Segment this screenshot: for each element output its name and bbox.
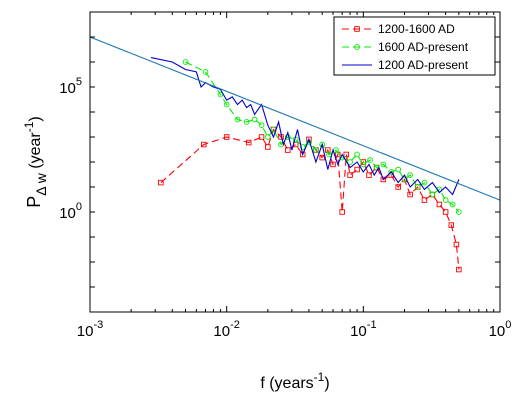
- legend-swatch-marker: [354, 26, 360, 32]
- data-point: [360, 161, 367, 168]
- data-point: [407, 172, 413, 178]
- y-axis-title-mid: (year: [27, 132, 44, 174]
- data-point: [407, 191, 413, 198]
- series-2: [150, 57, 460, 196]
- legend-label: 1200 AD-present: [378, 58, 469, 72]
- data-point: [201, 141, 207, 148]
- data-point: [223, 101, 230, 108]
- y-axis-title-end: ): [27, 116, 44, 121]
- legend-item: 1200 AD-present: [342, 58, 469, 72]
- y-tick-label-base: 10: [59, 205, 76, 222]
- data-point: [158, 179, 164, 186]
- data-point: [313, 147, 319, 153]
- data-point: [421, 197, 428, 203]
- x-tick-label-base: 10: [213, 323, 230, 340]
- y-axis-title: PΔ w (year-1): [22, 116, 49, 208]
- y-axis-title-sup: -1: [22, 121, 36, 132]
- data-point: [330, 161, 336, 168]
- data-point: [285, 147, 291, 153]
- x-tick-label-base: 10: [350, 323, 367, 340]
- data-point: [343, 151, 350, 158]
- data-point: [360, 159, 367, 165]
- x-tick-label-exp: -2: [230, 319, 240, 331]
- series-line: [160, 128, 460, 270]
- data-point: [243, 119, 250, 125]
- data-point: [251, 116, 258, 123]
- series-3: [89, 36, 501, 201]
- data-point: [182, 59, 189, 65]
- x-tick-label-exp: 0: [505, 319, 511, 331]
- data-point: [264, 134, 271, 140]
- data-point: [449, 201, 456, 208]
- data-point: [436, 201, 443, 208]
- data-point: [347, 172, 353, 178]
- data-point: [245, 139, 252, 146]
- legend: 1200-1600 AD 1600 AD-present 1200 AD-prese…: [333, 16, 496, 76]
- y-tick-label-exp: 5: [76, 76, 82, 88]
- series-line: [185, 61, 460, 213]
- legend-swatch-marker: [354, 44, 360, 50]
- data-point: [456, 209, 462, 215]
- series-line: [150, 57, 460, 196]
- y-tick-label-exp: 0: [76, 201, 82, 213]
- data-point: [354, 151, 360, 158]
- series-layer: [89, 36, 501, 273]
- series-line: [89, 36, 501, 201]
- legend-item: 1600 AD-present: [342, 40, 469, 54]
- data-point: [265, 144, 271, 150]
- data-point: [339, 209, 345, 215]
- legend-items: 1200-1600 AD 1600 AD-present 1200 AD-prese…: [342, 22, 469, 72]
- legend-item: 1200-1600 AD: [342, 22, 455, 36]
- x-axis-title: f (years-1): [260, 370, 329, 392]
- x-tick-label-base: 10: [77, 323, 94, 340]
- data-point: [347, 159, 353, 165]
- data-point: [367, 157, 373, 163]
- data-point: [456, 266, 462, 273]
- data-point: [299, 144, 306, 150]
- x-axis-title-base: f (years: [260, 375, 313, 392]
- y-tick-label: 100: [59, 201, 82, 222]
- x-tick-label: 100: [489, 319, 512, 340]
- data-point: [395, 184, 401, 190]
- data-point: [421, 179, 428, 186]
- data-point: [448, 222, 455, 228]
- data-point: [453, 241, 460, 248]
- legend-label: 1200-1600 AD: [378, 22, 455, 36]
- data-point: [429, 191, 436, 198]
- x-tick-label-exp: -1: [367, 319, 377, 331]
- data-point: [306, 136, 312, 143]
- data-point: [380, 176, 387, 183]
- x-axis-title-sup: -1: [314, 370, 325, 384]
- legend-label: 1600 AD-present: [378, 40, 469, 54]
- x-axis-title-end: ): [324, 375, 329, 392]
- data-point: [366, 172, 372, 178]
- data-point: [258, 134, 265, 140]
- data-point: [414, 184, 421, 190]
- data-point: [442, 197, 449, 203]
- y-axis-title-sub: Δ w: [33, 172, 49, 195]
- data-point: [388, 169, 395, 175]
- data-point: [395, 166, 402, 173]
- x-tick-label: 10-1: [350, 319, 376, 340]
- data-point: [319, 154, 325, 161]
- data-point: [223, 134, 230, 140]
- x-tick-label: 10-2: [213, 319, 239, 340]
- data-point: [354, 166, 360, 173]
- x-tick-label-exp: -3: [93, 319, 103, 331]
- data-point: [380, 161, 387, 168]
- data-point: [258, 122, 265, 128]
- y-tick-label: 105: [59, 76, 82, 97]
- data-point: [202, 69, 209, 75]
- y-axis-title-base: P: [24, 196, 44, 208]
- data-point: [234, 116, 241, 123]
- data-point: [442, 209, 449, 215]
- x-tick-label-base: 10: [489, 323, 506, 340]
- x-tick-label: 10-3: [77, 319, 103, 340]
- y-tick-label-base: 10: [59, 80, 76, 97]
